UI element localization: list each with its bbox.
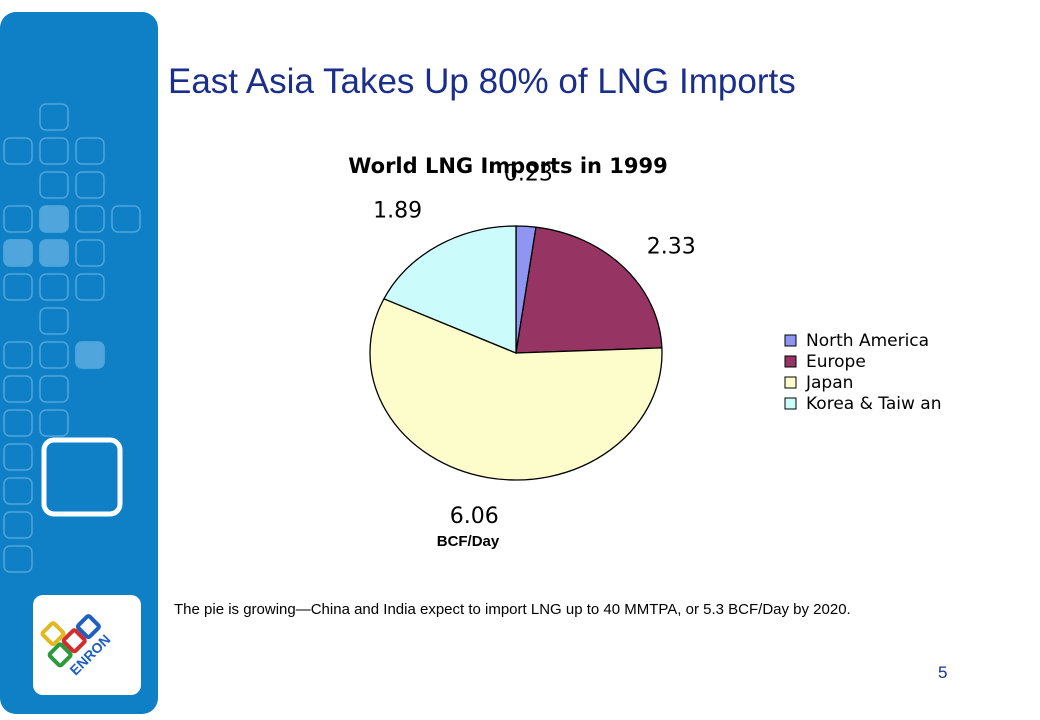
- legend-swatch: [784, 376, 797, 389]
- legend-label: Europe: [806, 352, 866, 372]
- page-number: 5: [938, 663, 948, 682]
- pie-value-labels: 0.23 2.33 6.06 1.89: [373, 161, 696, 529]
- pie-slice-japan: [369, 297, 663, 481]
- pie-value-label: 6.06: [450, 504, 499, 529]
- legend-label: North America: [806, 331, 929, 351]
- unit-label: BCF/Day: [437, 533, 500, 550]
- legend-label: Korea & Taiw an: [806, 394, 941, 414]
- slide-caption: The pie is growing—China and India expec…: [174, 601, 851, 618]
- legend-swatch: [784, 397, 797, 410]
- legend-swatch: [784, 355, 797, 368]
- pie-slices: [369, 225, 663, 481]
- pie-chart: World LNG Imports in 1999 0.23 2.33 6.06 1.…: [348, 154, 941, 550]
- enron-logo: ENRON: [33, 595, 141, 695]
- legend-swatch: [784, 334, 797, 347]
- pie-value-label: 2.33: [647, 235, 696, 260]
- slide-title: East Asia Takes Up 80% of LNG Imports: [168, 62, 796, 101]
- legend-label: Japan: [805, 373, 853, 393]
- pie-slice-korea-taiw-an: [383, 225, 517, 354]
- pie-slice-europe: [515, 226, 663, 354]
- chart-title: World LNG Imports in 1999: [348, 154, 668, 178]
- brand-sidebar: ENRON: [0, 12, 158, 714]
- pie-value-label: 0.23: [504, 161, 553, 186]
- pie-value-label: 1.89: [373, 199, 422, 224]
